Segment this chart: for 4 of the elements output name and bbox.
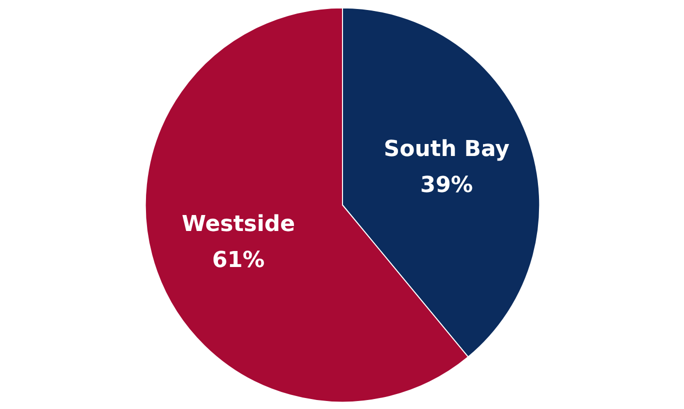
slice-label: Westside (182, 212, 296, 237)
data-label: 39% (420, 173, 473, 198)
slice-label: South Bay (384, 137, 510, 162)
data-label: 61% (212, 248, 265, 273)
